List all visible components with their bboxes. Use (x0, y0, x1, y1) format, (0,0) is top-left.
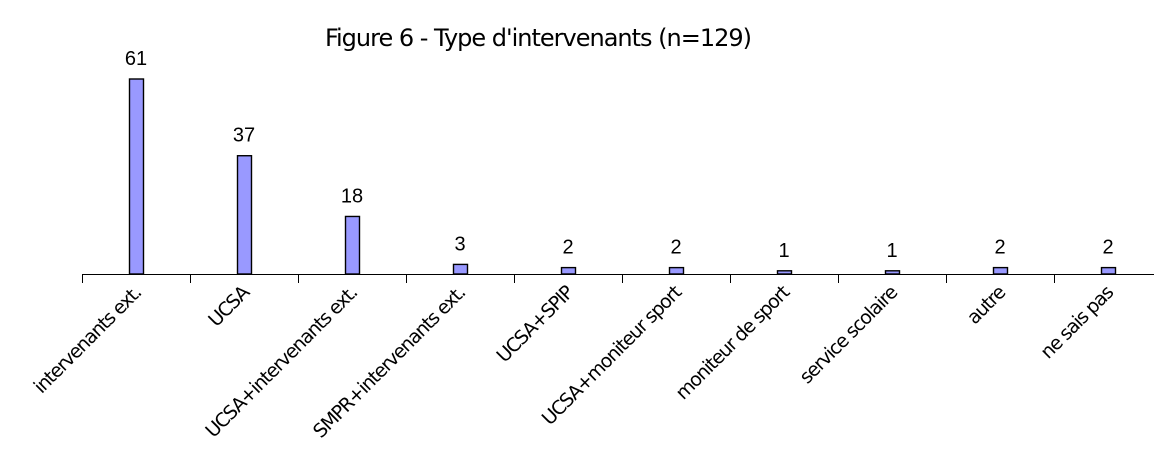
bar (452, 263, 469, 275)
x-tick-label: UCSA+SPIP (492, 281, 578, 367)
x-axis (82, 274, 1154, 283)
data-label: 1 (778, 240, 789, 262)
data-label: 18 (341, 185, 363, 207)
bar (776, 270, 793, 275)
bar (560, 266, 577, 275)
x-tick-label: autre (963, 282, 1010, 329)
x-tick-label: moniteur de sport (671, 281, 794, 404)
bar (668, 266, 685, 275)
value-labels-layer: 61 37 18 3 2 2 1 1 2 2 (125, 48, 1114, 262)
data-label: 2 (1102, 237, 1113, 259)
bar (344, 215, 361, 275)
data-label: 37 (233, 125, 255, 147)
bar (992, 266, 1009, 275)
data-label: 1 (886, 240, 897, 262)
bar (884, 270, 901, 275)
data-label: 3 (454, 233, 465, 255)
x-tick-label: intervenants ext. (30, 282, 146, 398)
bar (236, 155, 253, 275)
data-label: 2 (562, 237, 573, 259)
data-label: 2 (994, 237, 1005, 259)
x-tick-label: ne sais pas (1036, 282, 1117, 363)
bar (128, 78, 145, 275)
chart-title: Figure 6 - Type d'intervenants (n=129) (325, 24, 751, 52)
data-label: 61 (125, 48, 147, 70)
x-tick-label: service scolaire (795, 282, 902, 389)
data-label: 2 (670, 237, 681, 259)
bars-layer (128, 78, 1117, 275)
bar (1100, 266, 1117, 275)
x-tick-label: UCSA (204, 281, 254, 331)
